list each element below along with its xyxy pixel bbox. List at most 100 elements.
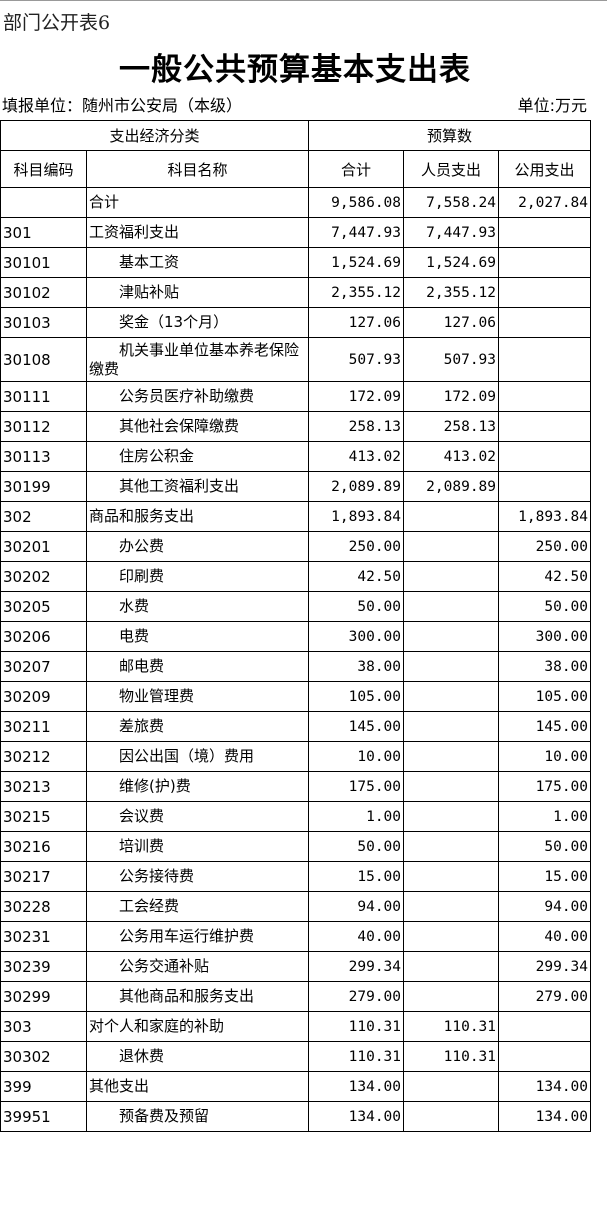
table-row: 30108 机关事业单位基本养老保险缴费 507.93 507.93: [0, 337, 592, 382]
cell-name: 公务用车运行维护费: [85, 921, 310, 952]
header-budget-amount: 预算数: [308, 120, 592, 151]
cell-personnel: [403, 621, 500, 652]
cell-total: 10.00: [308, 741, 405, 772]
table-row: 30103 奖金（13个月） 127.06 127.06: [0, 307, 592, 338]
cell-personnel: [403, 651, 500, 682]
cell-name: 电费: [85, 621, 310, 652]
cell-personnel: 110.31: [403, 1011, 500, 1042]
cell-code: 30213: [0, 771, 87, 802]
cell-public: [498, 441, 592, 472]
cell-personnel: [403, 591, 500, 622]
table-row: 30239 公务交通补贴 299.34 299.34: [0, 951, 592, 982]
cell-code: 30207: [0, 651, 87, 682]
table-row: 30209 物业管理费 105.00 105.00: [0, 681, 592, 712]
cell-public: 279.00: [498, 981, 592, 1012]
cell-total: 2,089.89: [308, 471, 405, 502]
table-row: 30215 会议费 1.00 1.00: [0, 801, 592, 832]
cell-total: 299.34: [308, 951, 405, 982]
cell-personnel: [403, 921, 500, 952]
cell-public: [498, 1011, 592, 1042]
reporting-unit: 填报单位：随州市公安局（本级）: [2, 96, 243, 115]
cell-total: 9,586.08: [308, 187, 405, 218]
cell-personnel: 172.09: [403, 381, 500, 412]
table-row: 30113 住房公积金 413.02 413.02: [0, 441, 592, 472]
cell-total: 50.00: [308, 831, 405, 862]
cell-name: 商品和服务支出: [85, 501, 310, 532]
cell-total: 1,893.84: [308, 501, 405, 532]
table-row: 302 商品和服务支出 1,893.84 1,893.84: [0, 501, 592, 532]
cell-personnel: 413.02: [403, 441, 500, 472]
cell-name: 公务交通补贴: [85, 951, 310, 982]
cell-code: 30215: [0, 801, 87, 832]
cell-code: 30112: [0, 411, 87, 442]
table-row: 30202 印刷费 42.50 42.50: [0, 561, 592, 592]
cell-code: 30211: [0, 711, 87, 742]
budget-table: 支出经济分类 预算数 科目编码 科目名称 合计 人员支出 公用支出 合计 9,58…: [0, 120, 592, 1132]
cell-public: 300.00: [498, 621, 592, 652]
cell-code: 30209: [0, 681, 87, 712]
header-name: 科目名称: [85, 150, 310, 188]
cell-public: 299.34: [498, 951, 592, 982]
cell-public: 10.00: [498, 741, 592, 772]
cell-name: 会议费: [85, 801, 310, 832]
cell-personnel: [403, 801, 500, 832]
table-row: 30211 差旅费 145.00 145.00: [0, 711, 592, 742]
cell-name: 差旅费: [85, 711, 310, 742]
table-row: 30216 培训费 50.00 50.00: [0, 831, 592, 862]
cell-total: 1,524.69: [308, 247, 405, 278]
cell-total: 7,447.93: [308, 217, 405, 248]
cell-code: 30108: [0, 337, 87, 382]
cell-name: 物业管理费: [85, 681, 310, 712]
table-row: 30231 公务用车运行维护费 40.00 40.00: [0, 921, 592, 952]
table-row: 30302 退休费 110.31 110.31: [0, 1041, 592, 1072]
cell-public: 50.00: [498, 591, 592, 622]
cell-public: [498, 337, 592, 382]
cell-public: 38.00: [498, 651, 592, 682]
cell-personnel: [403, 531, 500, 562]
cell-name: 其他支出: [85, 1071, 310, 1102]
cell-public: 40.00: [498, 921, 592, 952]
cell-name: 公务接待费: [85, 861, 310, 892]
cell-total: 110.31: [308, 1011, 405, 1042]
cell-total: 413.02: [308, 441, 405, 472]
table-row: 30206 电费 300.00 300.00: [0, 621, 592, 652]
cell-code: 30111: [0, 381, 87, 412]
table-row: 30207 邮电费 38.00 38.00: [0, 651, 592, 682]
cell-code: 30101: [0, 247, 87, 278]
cell-public: 42.50: [498, 561, 592, 592]
cell-code: 30228: [0, 891, 87, 922]
cell-public: 50.00: [498, 831, 592, 862]
table-row: 39951 预备费及预留 134.00 134.00: [0, 1101, 592, 1132]
cell-name: 基本工资: [85, 247, 310, 278]
cell-public: [498, 217, 592, 248]
cell-personnel: 127.06: [403, 307, 500, 338]
cell-public: 134.00: [498, 1101, 592, 1132]
cell-public: [498, 411, 592, 442]
cell-total: 507.93: [308, 337, 405, 382]
cell-personnel: 1,524.69: [403, 247, 500, 278]
cell-code: 301: [0, 217, 87, 248]
cell-code: 30205: [0, 591, 87, 622]
table-row: 30199 其他工资福利支出 2,089.89 2,089.89: [0, 471, 592, 502]
cell-code: 303: [0, 1011, 87, 1042]
cell-name: 机关事业单位基本养老保险缴费: [85, 337, 310, 382]
cell-personnel: 110.31: [403, 1041, 500, 1072]
cell-total: 42.50: [308, 561, 405, 592]
cell-personnel: [403, 951, 500, 982]
cell-code: 302: [0, 501, 87, 532]
cell-personnel: 507.93: [403, 337, 500, 382]
cell-personnel: [403, 741, 500, 772]
cell-public: 145.00: [498, 711, 592, 742]
cell-code: 30217: [0, 861, 87, 892]
cell-name: 奖金（13个月）: [85, 307, 310, 338]
cell-personnel: [403, 681, 500, 712]
header-code: 科目编码: [0, 150, 87, 188]
cell-public: [498, 307, 592, 338]
table-row: 30213 维修(护)费 175.00 175.00: [0, 771, 592, 802]
cell-total: 258.13: [308, 411, 405, 442]
cell-personnel: 2,355.12: [403, 277, 500, 308]
cell-total: 105.00: [308, 681, 405, 712]
currency-unit: 单位:万元: [517, 96, 587, 115]
cell-personnel: [403, 561, 500, 592]
cell-total: 172.09: [308, 381, 405, 412]
